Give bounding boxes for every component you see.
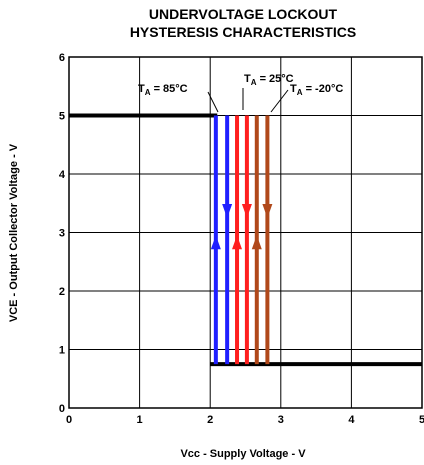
x-tick-label: 5	[419, 414, 424, 426]
arrow-up-icon	[251, 235, 262, 250]
x-tick-label: 4	[348, 414, 355, 426]
temperature-label: TA = -20°C	[290, 83, 343, 97]
annotations: TA = 85°C TA = 25°CTA = -20°C	[138, 73, 343, 113]
y-tick-label: 1	[59, 345, 65, 357]
chart-title-line1: UNDERVOLTAGE LOCKOUT	[149, 6, 338, 22]
y-tick-label: 4	[59, 169, 66, 181]
x-tick-label: 2	[207, 414, 213, 426]
temperature-label: TA = 25°C	[244, 73, 294, 87]
y-tick-label: 5	[59, 111, 65, 123]
temperature-label: TA = 85°C	[138, 83, 188, 97]
chart-title-line2: HYSTERESIS CHARACTERISTICS	[130, 24, 356, 40]
annotation-pointer	[207, 91, 219, 113]
y-axis-label: VCE - Output Collector Voltage - V	[8, 143, 20, 322]
y-tick-label: 2	[59, 286, 65, 298]
x-axis-label: Vcc - Supply Voltage - V	[180, 448, 306, 460]
data-lines	[69, 113, 422, 367]
y-tick-label: 0	[59, 403, 65, 415]
arrow-up-icon	[210, 235, 221, 250]
series-1	[232, 115, 252, 365]
series-0	[210, 115, 233, 365]
tick-labels: 0 1 2 3 4 5 0 1 2 3 4 5 6	[59, 52, 424, 426]
x-tick-label: 1	[137, 414, 143, 426]
plot-frame	[68, 56, 423, 409]
series-2	[251, 115, 273, 365]
annotation-pointer	[270, 89, 289, 113]
arrow-down-icon	[262, 204, 273, 219]
x-tick-label: 3	[278, 414, 284, 426]
arrow-down-icon	[222, 204, 233, 219]
y-tick-label: 3	[59, 228, 65, 240]
plot-border	[68, 56, 423, 409]
arrow-up-icon	[232, 235, 243, 250]
arrow-down-icon	[241, 204, 252, 219]
y-tick-label: 6	[59, 52, 65, 64]
x-tick-label: 0	[66, 414, 72, 426]
